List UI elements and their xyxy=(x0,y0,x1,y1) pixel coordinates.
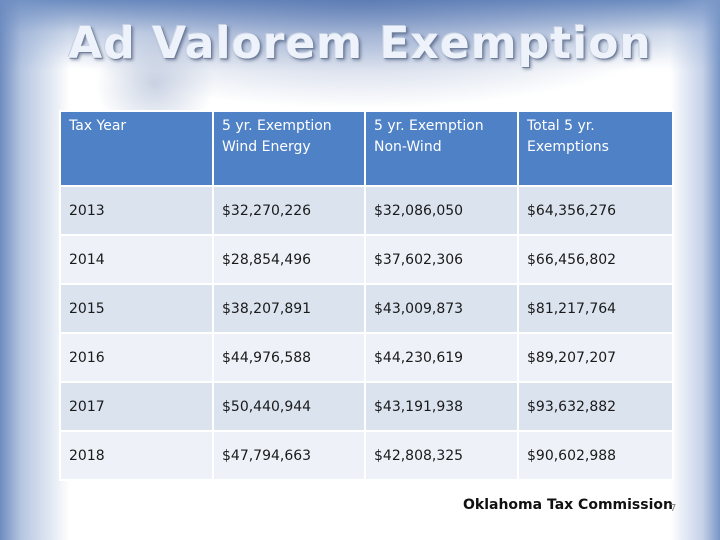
table-row: 2017 $50,440,944 $43,191,938 $93,632,882 xyxy=(59,381,674,432)
exemption-table-container: Tax Year 5 yr. Exemption Wind Energy 5 y… xyxy=(59,110,674,481)
cell-total: $66,456,802 xyxy=(517,234,674,285)
cell-tax-year: 2016 xyxy=(59,332,214,383)
cell-wind-energy: $47,794,663 xyxy=(212,430,366,481)
table-row: 2014 $28,854,496 $37,602,306 $66,456,802 xyxy=(59,234,674,285)
cell-total: $93,632,882 xyxy=(517,381,674,432)
cell-non-wind: $43,191,938 xyxy=(364,381,519,432)
cell-wind-energy: $28,854,496 xyxy=(212,234,366,285)
source-credit: Oklahoma Tax Commission xyxy=(463,497,673,513)
header-wind-energy: 5 yr. Exemption Wind Energy xyxy=(212,110,366,187)
cell-total: $81,217,764 xyxy=(517,283,674,334)
cell-wind-energy: $38,207,891 xyxy=(212,283,366,334)
cell-total: $90,602,988 xyxy=(517,430,674,481)
cell-tax-year: 2013 xyxy=(59,185,214,236)
cell-non-wind: $44,230,619 xyxy=(364,332,519,383)
cell-non-wind: $42,808,325 xyxy=(364,430,519,481)
table-header-row: Tax Year 5 yr. Exemption Wind Energy 5 y… xyxy=(59,110,674,187)
cell-total: $64,356,276 xyxy=(517,185,674,236)
cell-wind-energy: $32,270,226 xyxy=(212,185,366,236)
header-non-wind: 5 yr. Exemption Non-Wind xyxy=(364,110,519,187)
cell-tax-year: 2017 xyxy=(59,381,214,432)
cell-total: $89,207,207 xyxy=(517,332,674,383)
cell-tax-year: 2014 xyxy=(59,234,214,285)
cell-tax-year: 2018 xyxy=(59,430,214,481)
header-total: Total 5 yr. Exemptions xyxy=(517,110,674,187)
header-tax-year: Tax Year xyxy=(59,110,214,187)
background-statue-image xyxy=(95,30,215,120)
table-row: 2015 $38,207,891 $43,009,873 $81,217,764 xyxy=(59,283,674,334)
cell-wind-energy: $44,976,588 xyxy=(212,332,366,383)
table-row: 2018 $47,794,663 $42,808,325 $90,602,988 xyxy=(59,430,674,481)
cell-non-wind: $37,602,306 xyxy=(364,234,519,285)
cell-wind-energy: $50,440,944 xyxy=(212,381,366,432)
cell-tax-year: 2015 xyxy=(59,283,214,334)
exemption-table: Tax Year 5 yr. Exemption Wind Energy 5 y… xyxy=(59,110,674,481)
table-row: 2016 $44,976,588 $44,230,619 $89,207,207 xyxy=(59,332,674,383)
cell-non-wind: $43,009,873 xyxy=(364,283,519,334)
cell-non-wind: $32,086,050 xyxy=(364,185,519,236)
table-row: 2013 $32,270,226 $32,086,050 $64,356,276 xyxy=(59,185,674,236)
slide-number: 7 xyxy=(670,503,677,514)
slide-title: Ad Valorem Exemption xyxy=(68,18,652,69)
background-left-shade xyxy=(0,0,70,540)
background-right-shade xyxy=(670,0,720,540)
